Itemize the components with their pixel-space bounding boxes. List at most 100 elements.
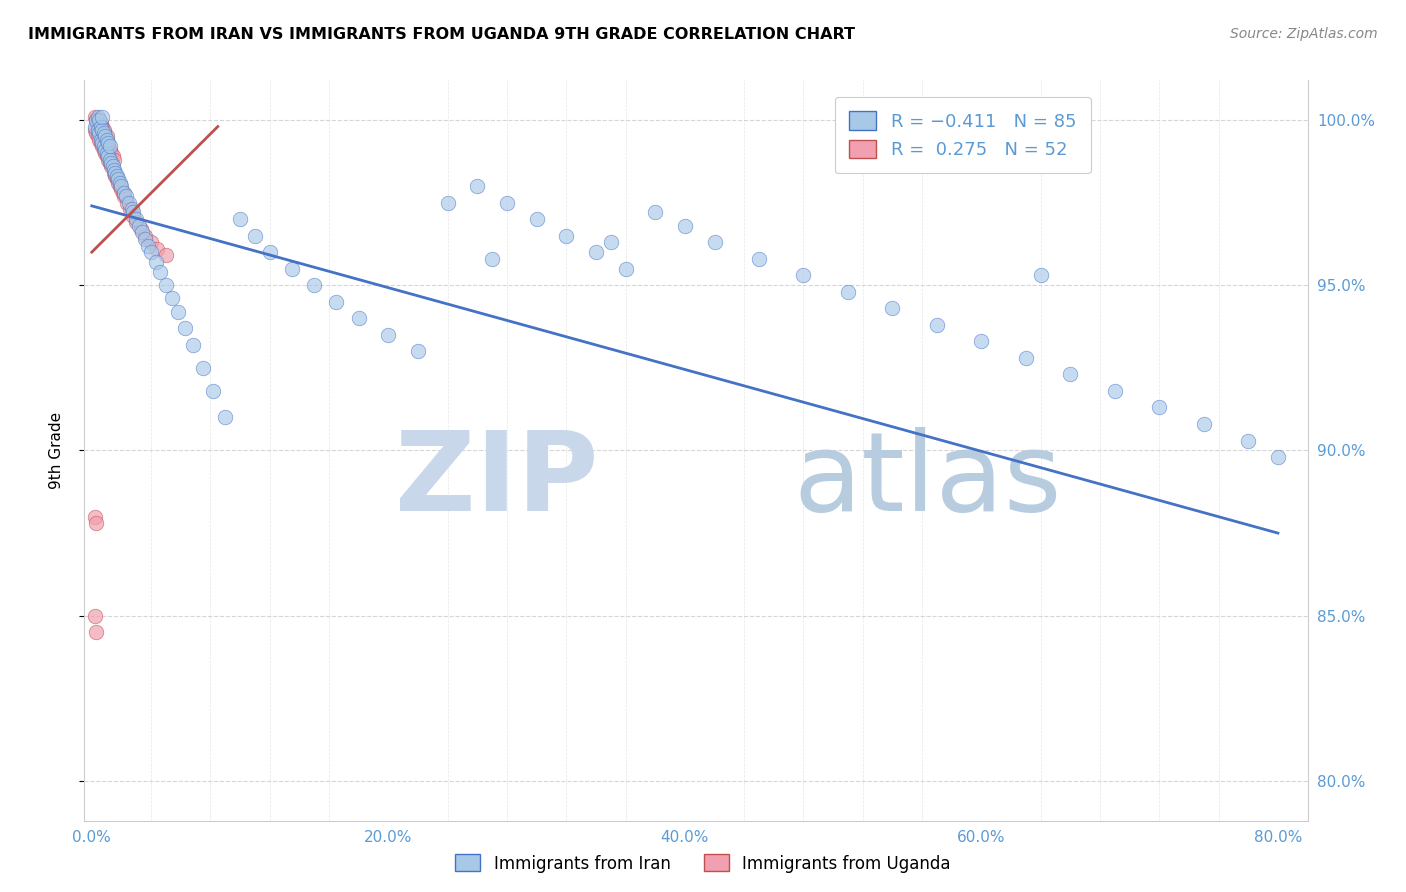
Point — [94, 143, 117, 157]
Point — [90, 116, 112, 130]
Point — [98, 153, 121, 167]
Point — [108, 176, 131, 190]
Point — [243, 228, 266, 243]
Point — [134, 228, 156, 243]
Point — [86, 123, 108, 137]
Point — [103, 162, 125, 177]
Point — [1267, 450, 1289, 464]
Point — [86, 110, 108, 124]
Point — [83, 120, 105, 134]
Point — [97, 149, 120, 163]
Point — [103, 153, 125, 167]
Legend: Immigrants from Iran, Immigrants from Uganda: Immigrants from Iran, Immigrants from Ug… — [449, 847, 957, 880]
Point — [115, 189, 138, 203]
Point — [90, 120, 112, 134]
Point — [101, 159, 124, 173]
Point — [134, 232, 156, 246]
Point — [131, 225, 153, 239]
Point — [122, 209, 145, 223]
Point — [110, 182, 132, 196]
Legend: R = −0.411   N = 85, R =  0.275   N = 52: R = −0.411 N = 85, R = 0.275 N = 52 — [835, 96, 1091, 173]
Point — [120, 202, 142, 217]
Point — [436, 195, 458, 210]
Point — [104, 166, 127, 180]
Point — [83, 110, 105, 124]
Point — [748, 252, 770, 266]
Point — [89, 112, 111, 127]
Point — [160, 292, 183, 306]
Point — [96, 146, 118, 161]
Point — [96, 129, 118, 144]
Point — [125, 215, 148, 229]
Point — [100, 156, 122, 170]
Point — [103, 166, 125, 180]
Point — [108, 179, 131, 194]
Point — [377, 327, 399, 342]
Point — [89, 126, 111, 140]
Point — [89, 133, 111, 147]
Point — [97, 153, 120, 167]
Point — [93, 123, 115, 137]
Point — [83, 509, 105, 524]
Point — [229, 212, 252, 227]
Point — [100, 159, 122, 173]
Point — [1104, 384, 1126, 398]
Text: atlas: atlas — [794, 426, 1063, 533]
Point — [136, 238, 159, 252]
Point — [107, 176, 129, 190]
Point — [145, 255, 167, 269]
Point — [347, 311, 370, 326]
Point — [1149, 401, 1171, 415]
Point — [526, 212, 548, 227]
Point — [86, 129, 108, 144]
Text: Source: ZipAtlas.com: Source: ZipAtlas.com — [1230, 27, 1378, 41]
Point — [93, 139, 115, 153]
Point — [792, 268, 814, 283]
Point — [281, 261, 304, 276]
Point — [673, 219, 696, 233]
Point — [1015, 351, 1038, 365]
Point — [585, 245, 607, 260]
Point — [94, 133, 117, 147]
Point — [259, 245, 281, 260]
Point — [1237, 434, 1260, 448]
Point — [191, 360, 214, 375]
Point — [94, 129, 117, 144]
Point — [100, 146, 122, 161]
Point — [84, 126, 107, 140]
Point — [93, 129, 115, 144]
Point — [84, 112, 107, 127]
Point — [98, 143, 121, 157]
Point — [614, 261, 637, 276]
Point — [121, 202, 143, 217]
Point — [146, 242, 169, 256]
Point — [1192, 417, 1215, 431]
Point — [970, 334, 993, 349]
Point — [202, 384, 225, 398]
Point — [84, 625, 107, 640]
Point — [149, 265, 172, 279]
Point — [91, 110, 114, 124]
Point — [104, 169, 127, 183]
Point — [93, 143, 115, 157]
Point — [110, 179, 132, 194]
Point — [91, 120, 114, 134]
Point — [882, 301, 904, 316]
Point — [91, 139, 114, 153]
Point — [98, 139, 121, 153]
Point — [90, 123, 112, 137]
Point — [1029, 268, 1052, 283]
Point — [90, 136, 112, 150]
Point — [97, 136, 120, 150]
Point — [83, 608, 105, 623]
Point — [129, 222, 152, 236]
Point — [90, 133, 112, 147]
Point — [465, 179, 488, 194]
Point — [599, 235, 621, 250]
Point — [174, 321, 197, 335]
Point — [118, 195, 141, 210]
Point — [302, 278, 325, 293]
Y-axis label: 9th Grade: 9th Grade — [49, 412, 63, 489]
Point — [101, 149, 124, 163]
Point — [181, 337, 204, 351]
